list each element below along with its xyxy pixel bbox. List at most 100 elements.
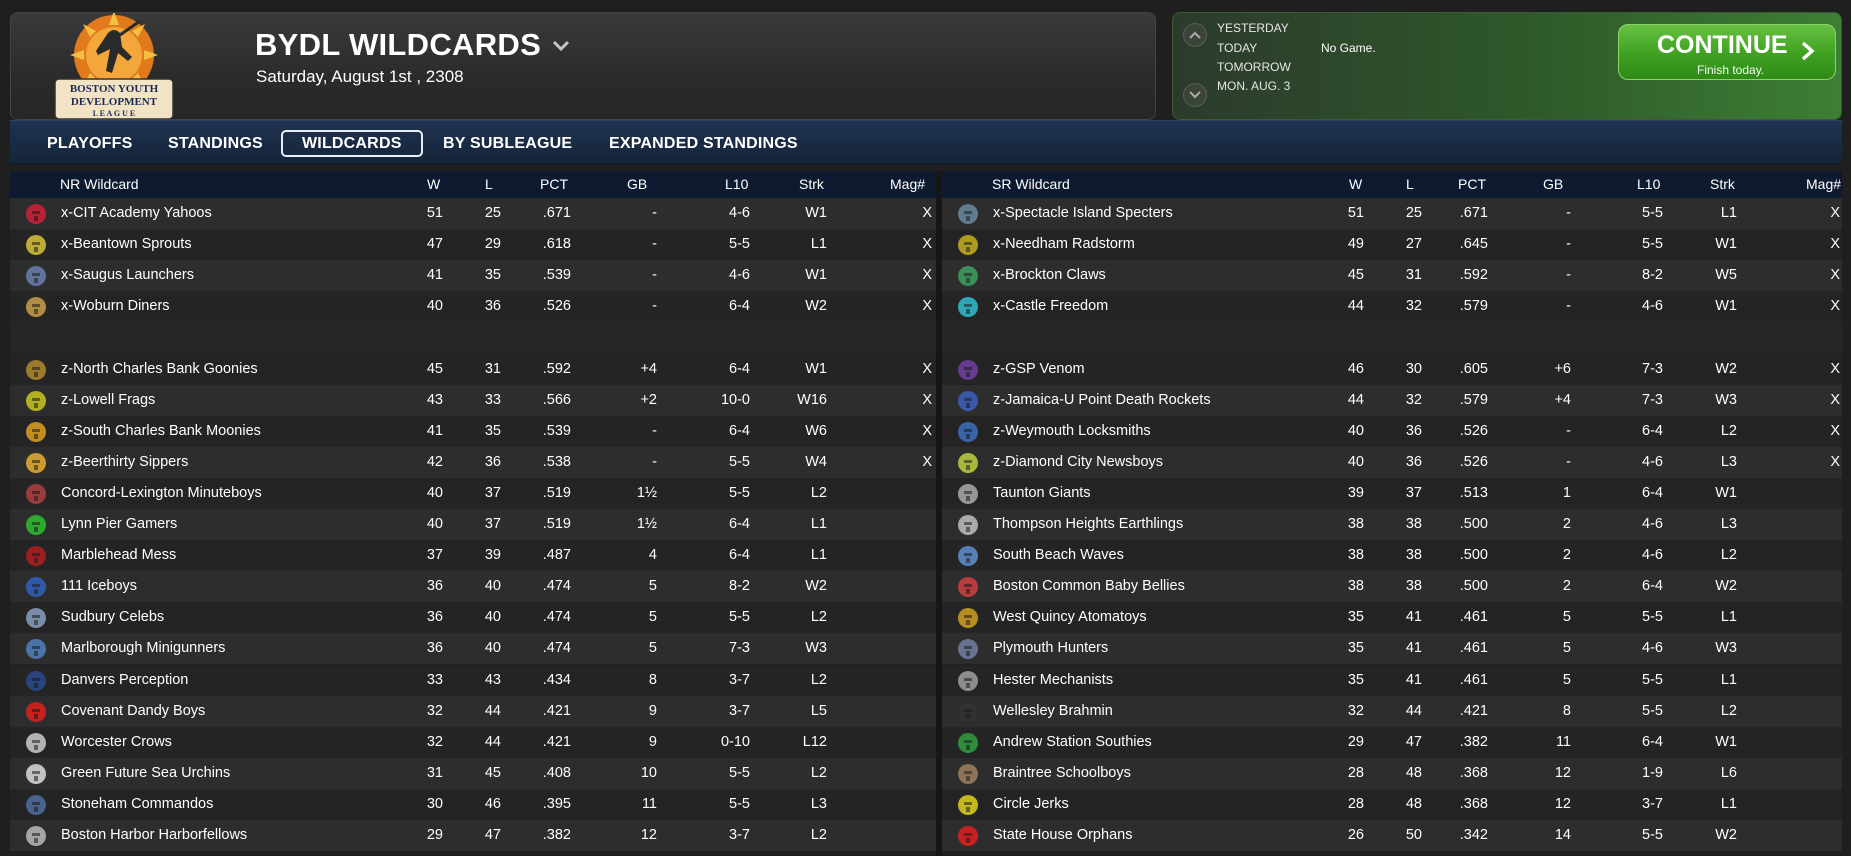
column-pct[interactable]: PCT <box>1458 176 1486 192</box>
table-row[interactable]: z-GSP Venom 46 30 .605 +6 7-3 W2 X <box>942 353 1842 385</box>
team-name[interactable]: x-Spectacle Island Specters <box>993 205 1173 221</box>
table-row[interactable]: z-Jamaica-U Point Death Rockets 44 32 .579 +… <box>942 384 1842 416</box>
table-row[interactable]: z-Lowell Frags 43 33 .566 +2 10-0 W16 X <box>10 384 936 416</box>
page-title[interactable]: BYDL WILDCARDS <box>255 27 542 62</box>
table-row[interactable]: Covenant Dandy Boys 32 44 .421 9 3-7 L5 <box>10 695 936 727</box>
table-row[interactable]: West Quincy Atomatoys 35 41 .461 5 5-5 L1 <box>942 602 1842 634</box>
column-team[interactable]: SR Wildcard <box>992 176 1070 192</box>
previous-day-button[interactable] <box>1183 23 1207 47</box>
column-w[interactable]: W <box>1349 176 1363 192</box>
table-row[interactable]: Circle Jerks 28 48 .368 12 3-7 L1 <box>942 788 1842 820</box>
column-gb[interactable]: GB <box>1543 176 1564 192</box>
team-name[interactable]: z-Diamond City Newsboys <box>993 453 1164 470</box>
table-row[interactable]: Plymouth Hunters 35 41 .461 5 4-6 W3 <box>942 633 1842 665</box>
table-row[interactable]: x-Castle Freedom 44 32 .579 - 4-6 W1 X <box>942 291 1842 323</box>
table-row[interactable]: Lynn Pier Gamers 40 37 .519 1½ 6-4 L1 <box>10 509 936 540</box>
table-row[interactable]: South Beach Waves 38 38 .500 2 4-6 L2 <box>942 540 1842 572</box>
chevron-down-icon[interactable] <box>551 35 571 55</box>
table-row[interactable]: 111 Iceboys 36 40 .474 5 8-2 W2 <box>10 571 936 603</box>
table-row[interactable]: Marblehead Mess 37 39 .487 4 6-4 L1 <box>10 540 936 572</box>
tab-expanded-standings[interactable]: EXPANDED STANDINGS <box>609 135 798 152</box>
table-row[interactable]: Boston Harbor Harborfellows 29 47 .382 12 3-7… <box>10 820 936 851</box>
table-row[interactable]: Stoneham Commandos 30 46 .395 11 5-5 L3 <box>10 788 936 820</box>
table-row[interactable]: Thompson Heights Earthlings 38 38 .500 2 4-6 L… <box>942 509 1842 540</box>
table-row[interactable]: Andrew Station Southies 29 47 .382 11 6-4 W1 <box>942 726 1842 758</box>
day-yesterday[interactable]: YESTERDAY <box>1217 21 1289 35</box>
table-row[interactable]: Braintree Schoolboys 28 48 .368 12 1-9 L6 <box>942 757 1842 789</box>
table-row[interactable]: Wellesley Brahmin 32 44 .421 8 5-5 L2 <box>942 695 1842 727</box>
team-name[interactable]: Andrew Station Southies <box>993 733 1152 750</box>
table-row[interactable]: z-Diamond City Newsboys 40 36 .526 - 4-6 L3 X <box>942 446 1842 478</box>
column-strk[interactable]: Strk <box>799 176 824 192</box>
column-gb[interactable]: GB <box>627 176 648 192</box>
team-name[interactable]: Braintree Schoolboys <box>993 764 1131 781</box>
team-name[interactable]: Thompson Heights Earthlings <box>993 516 1184 532</box>
table-row[interactable]: x-Beantown Sprouts 47 29 .618 - 5-5 L1 X <box>10 229 936 261</box>
team-name[interactable]: z-GSP Venom <box>993 360 1085 377</box>
day-today[interactable]: TODAY <box>1217 41 1258 55</box>
table-row[interactable]: Taunton Giants 39 37 .513 1 6-4 W1 <box>942 477 1842 509</box>
team-name[interactable]: x-Needham Radstorm <box>993 236 1135 253</box>
column-mag[interactable]: Mag# <box>890 176 926 192</box>
team-name[interactable]: Concord-Lexington Minuteboys <box>61 484 262 501</box>
table-row[interactable]: x-Saugus Launchers 41 35 .539 - 4-6 W1 X <box>10 260 936 292</box>
table-row[interactable]: x-Woburn Diners 40 36 .526 - 6-4 W2 X <box>10 291 936 323</box>
team-name[interactable]: Taunton Giants <box>993 484 1091 501</box>
table-row[interactable]: z-Beerthirty Sippers 42 36 .538 - 5-5 W4 X <box>10 446 936 478</box>
team-name[interactable]: South Beach Waves <box>993 547 1124 564</box>
table-row[interactable]: z-South Charles Bank Moonies 41 35 .539 - 6-4… <box>10 415 936 447</box>
table-row[interactable]: Sudbury Celebs 36 40 .474 5 5-5 L2 <box>10 602 936 634</box>
team-name[interactable]: Worcester Crows <box>61 733 172 750</box>
team-name[interactable]: Covenant Dandy Boys <box>61 702 206 719</box>
team-name[interactable]: x-Brockton Claws <box>993 267 1106 284</box>
team-name[interactable]: z-Jamaica-U Point Death Rockets <box>993 391 1211 408</box>
table-row[interactable]: Hester Mechanists 35 41 .461 5 5-5 L1 <box>942 664 1842 696</box>
table-row[interactable]: z-North Charles Bank Goonies 45 31 .592 +4 6-… <box>10 353 936 385</box>
team-name[interactable]: Circle Jerks <box>993 795 1069 812</box>
tab-playoffs[interactable]: PLAYOFFS <box>47 135 133 152</box>
team-name[interactable]: Boston Common Baby Bellies <box>993 578 1185 595</box>
column-l[interactable]: L <box>1406 176 1414 192</box>
table-row[interactable]: x-CIT Academy Yahoos 51 25 .671 - 4-6 W1 X <box>10 198 936 229</box>
team-name[interactable]: Stoneham Commandos <box>61 795 214 812</box>
table-row[interactable]: Green Future Sea Urchins 31 45 .408 10 5-5 L2 <box>10 757 936 789</box>
table-row[interactable]: z-Weymouth Locksmiths 40 36 .526 - 6-4 L2 X <box>942 415 1842 447</box>
column-team[interactable]: NR Wildcard <box>60 176 139 192</box>
team-name[interactable]: x-Beantown Sprouts <box>61 236 192 253</box>
team-name[interactable]: x-Woburn Diners <box>61 298 170 315</box>
column-l10[interactable]: L10 <box>1637 176 1661 192</box>
team-name[interactable]: Danvers Perception <box>61 671 189 688</box>
tab-standings[interactable]: STANDINGS <box>168 135 263 152</box>
team-name[interactable]: z-Lowell Frags <box>61 391 156 408</box>
continue-button[interactable]: CONTINUE Finish today. <box>1618 24 1836 80</box>
table-row[interactable]: x-Needham Radstorm 49 27 .645 - 5-5 W1 X <box>942 229 1842 261</box>
table-row[interactable]: Boston Common Baby Bellies 38 38 .500 2 6-4 W2 <box>942 571 1842 603</box>
team-name[interactable]: z-North Charles Bank Goonies <box>61 360 258 377</box>
title-row[interactable]: BYDL WILDCARDS <box>255 27 571 63</box>
column-l10[interactable]: L10 <box>725 176 749 192</box>
table-row[interactable]: Danvers Perception 33 43 .434 8 3-7 L2 <box>10 664 936 696</box>
table-row[interactable]: Marlborough Minigunners 36 40 .474 5 7-3 W3 <box>10 633 936 665</box>
column-pct[interactable]: PCT <box>540 176 568 192</box>
table-row[interactable]: x-Brockton Claws 45 31 .592 - 8-2 W5 X <box>942 260 1842 292</box>
tab-by-subleague[interactable]: BY SUBLEAGUE <box>443 135 573 152</box>
day-tomorrow[interactable]: TOMORROW <box>1217 60 1291 74</box>
team-name[interactable]: West Quincy Atomatoys <box>993 609 1147 626</box>
table-row[interactable]: Worcester Crows 32 44 .421 9 0-10 L12 <box>10 726 936 758</box>
team-name[interactable]: 111 Iceboys <box>61 578 138 595</box>
column-w[interactable]: W <box>427 176 441 192</box>
team-name[interactable]: Wellesley Brahmin <box>993 702 1113 719</box>
team-name[interactable]: Boston Harbor Harborfellows <box>61 827 248 843</box>
team-name[interactable]: Green Future Sea Urchins <box>61 764 231 781</box>
tab-wildcards[interactable]: WILDCARDS <box>281 130 423 157</box>
table-row[interactable]: Concord-Lexington Minuteboys 40 37 .519 1½ 5-… <box>10 477 936 509</box>
column-mag[interactable]: Mag# <box>1806 176 1842 192</box>
team-name[interactable]: Plymouth Hunters <box>993 640 1109 657</box>
team-name[interactable]: Sudbury Celebs <box>61 609 165 626</box>
table-row[interactable]: x-Spectacle Island Specters 51 25 .671 - 5-5 L… <box>942 198 1842 229</box>
team-name[interactable]: x-Castle Freedom <box>993 298 1109 315</box>
team-name[interactable]: x-CIT Academy Yahoos <box>61 205 212 221</box>
team-name[interactable]: x-Saugus Launchers <box>61 267 194 284</box>
team-name[interactable]: Lynn Pier Gamers <box>61 516 178 532</box>
league-logo[interactable]: BOSTON YOUTH DEVELOPMENT L E A G U E <box>49 12 179 120</box>
